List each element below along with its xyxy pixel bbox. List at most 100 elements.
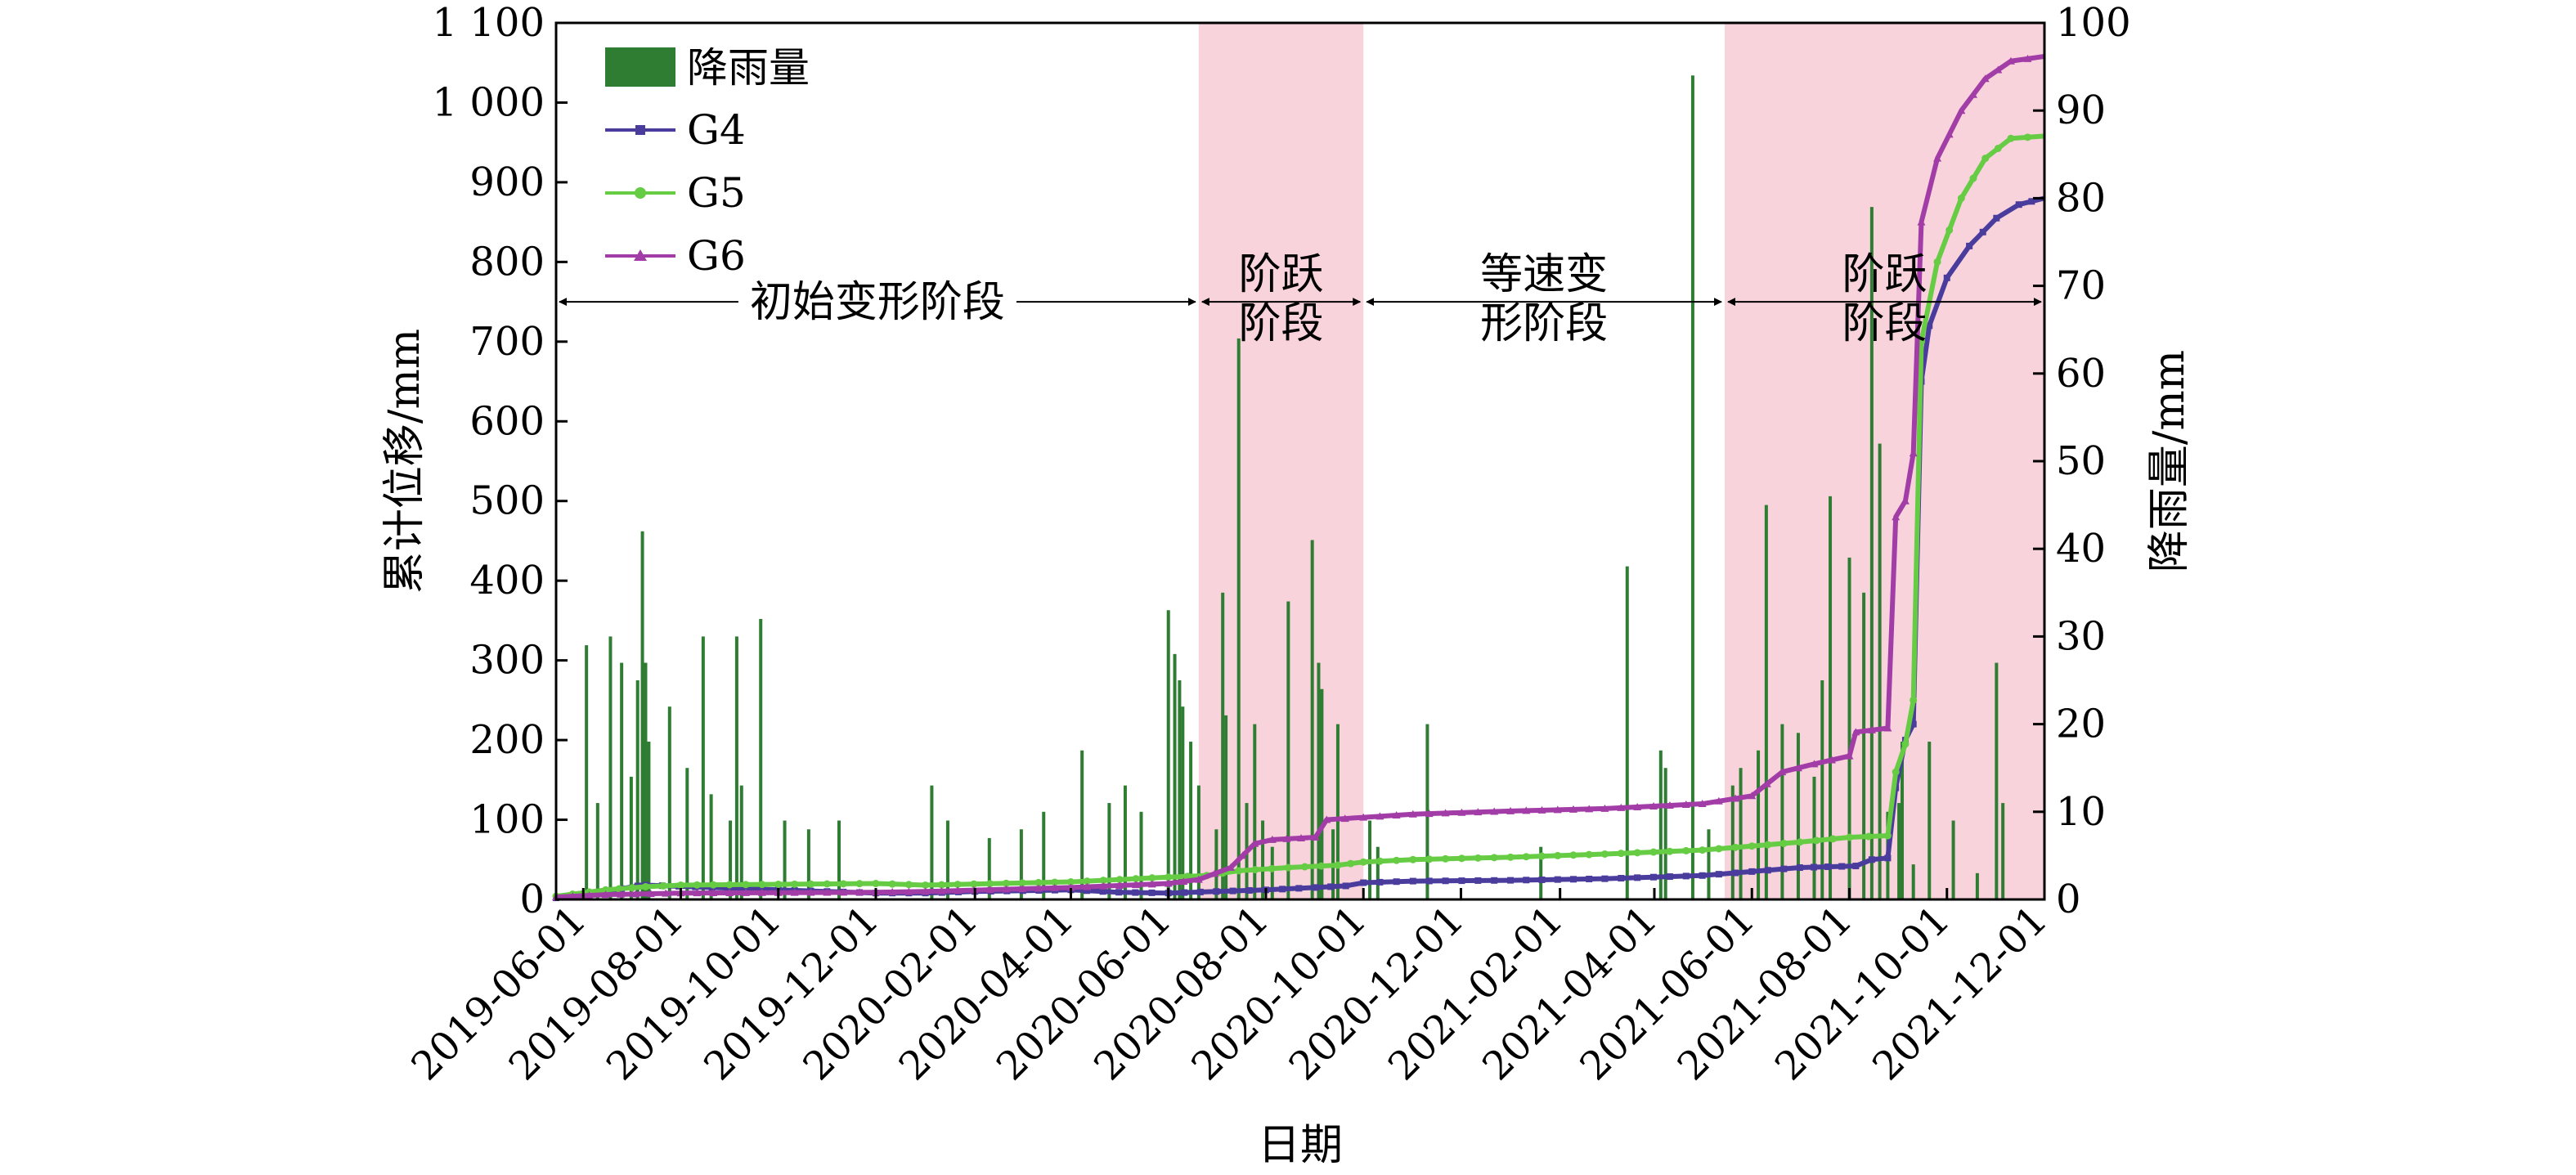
g5-marker — [1442, 854, 1450, 863]
rainfall-bar — [1663, 768, 1667, 899]
rainfall-bar — [1080, 750, 1084, 899]
g4-marker — [1884, 854, 1892, 862]
g4-marker — [1796, 864, 1803, 872]
g4-marker — [1295, 885, 1303, 892]
rainfall-bar — [1901, 742, 1905, 899]
g5-marker — [1148, 874, 1156, 882]
g6-marker — [1034, 884, 1043, 892]
g6-marker — [1392, 811, 1401, 819]
rainfall-bar — [1224, 715, 1228, 899]
g6-marker — [1617, 803, 1626, 811]
g5-marker — [742, 881, 750, 889]
g5-marker — [1585, 850, 1593, 859]
rainfall-bar — [1829, 496, 1833, 899]
g5-marker — [676, 881, 684, 889]
g6-marker — [1553, 805, 1562, 814]
rainfall-bar — [1878, 443, 1882, 899]
g6-marker — [1828, 756, 1836, 764]
g6-marker — [823, 888, 832, 896]
rainfall-bar — [1214, 829, 1218, 899]
g6-marker — [1099, 881, 1108, 890]
rainfall-bar — [1253, 724, 1257, 899]
g5-marker — [1132, 875, 1140, 883]
g4-marker — [1507, 877, 1515, 884]
g6-marker — [1633, 802, 1642, 810]
g6-marker — [1282, 834, 1291, 842]
g6-marker — [1179, 877, 1188, 886]
stage-label-4-line-2: 阶段 — [1842, 299, 1928, 348]
g5-marker — [1115, 876, 1124, 884]
legend: 降雨量 G4 G5 G6 — [605, 44, 810, 280]
rainfall-bar — [644, 662, 648, 899]
g6-marker — [1083, 882, 1092, 890]
right-tick-label: 70 — [2056, 263, 2106, 309]
g6-marker — [1845, 751, 1854, 760]
g6-marker — [646, 889, 655, 897]
rainfall-bar — [1320, 688, 1324, 899]
rainfall-bar — [709, 794, 713, 899]
g5-marker — [602, 886, 610, 894]
g6-marker — [790, 888, 799, 896]
g5-marker — [1457, 854, 1465, 863]
g6-marker — [709, 889, 718, 897]
right-tick-label: 20 — [2056, 702, 2106, 747]
g6-marker — [662, 889, 671, 897]
g4-marker — [1425, 877, 1433, 885]
left-tick-label: 900 — [469, 159, 545, 205]
g5-marker — [628, 884, 636, 892]
rainfall-bar — [1189, 742, 1193, 899]
rainfall-bar — [1286, 601, 1290, 899]
rainfall-bar — [1820, 680, 1824, 899]
g5-marker — [1901, 740, 1910, 748]
g5-marker — [1522, 853, 1530, 861]
g5-marker — [1554, 851, 1562, 859]
legend-g5-marker — [635, 187, 646, 199]
g4-marker — [1409, 877, 1416, 885]
rainfall-bar — [1757, 750, 1761, 899]
g5-marker — [1829, 835, 1837, 843]
right-tick-label: 90 — [2056, 87, 2106, 133]
g6-marker — [1147, 880, 1156, 888]
g5-marker — [954, 881, 962, 889]
g5-marker — [1002, 879, 1010, 887]
g6-marker — [1522, 806, 1531, 814]
g6-marker — [1810, 760, 1819, 768]
legend-rainfall-swatch — [605, 47, 675, 87]
g6-marker — [985, 886, 994, 894]
rainfall-bar — [2001, 803, 2005, 899]
g6-marker — [1867, 725, 1876, 733]
g5-marker — [1892, 768, 1900, 776]
g5-marker — [1474, 854, 1482, 862]
right-y-axis-title: 降雨量/mm — [2145, 350, 2194, 572]
rainfall-bar — [1625, 566, 1629, 899]
g4-marker — [1966, 242, 1973, 249]
g5-marker — [888, 880, 896, 888]
g6-marker — [1425, 809, 1434, 818]
rainfall-bar — [1739, 768, 1743, 899]
g4-marker — [1650, 873, 1658, 881]
g5-marker — [1409, 855, 1417, 863]
rainfall-bar — [1317, 662, 1321, 899]
g5-marker — [1034, 878, 1043, 886]
right-tick-label: 30 — [2056, 613, 2106, 659]
rainfall-bar — [1107, 803, 1111, 899]
legend-g6-label: G6 — [687, 232, 746, 280]
g5-marker — [1865, 832, 1873, 841]
g6-marker — [1408, 809, 1417, 818]
g5-marker — [839, 880, 847, 888]
g6-marker — [1441, 809, 1450, 817]
g6-marker — [1002, 885, 1011, 893]
g4-marker — [1852, 863, 1860, 870]
g5-marker — [1317, 862, 1326, 870]
g5-marker — [1506, 853, 1515, 861]
g6-marker — [1490, 807, 1499, 815]
rainfall-bar — [1261, 820, 1265, 899]
g5-marker — [1812, 836, 1820, 845]
g6-marker — [1851, 728, 1860, 736]
rainfall-bar — [1780, 724, 1784, 899]
rainfall-bar — [1019, 829, 1023, 899]
g6-marker — [1665, 801, 1674, 809]
g6-marker — [1585, 805, 1594, 813]
rainfall-bar — [987, 837, 991, 899]
